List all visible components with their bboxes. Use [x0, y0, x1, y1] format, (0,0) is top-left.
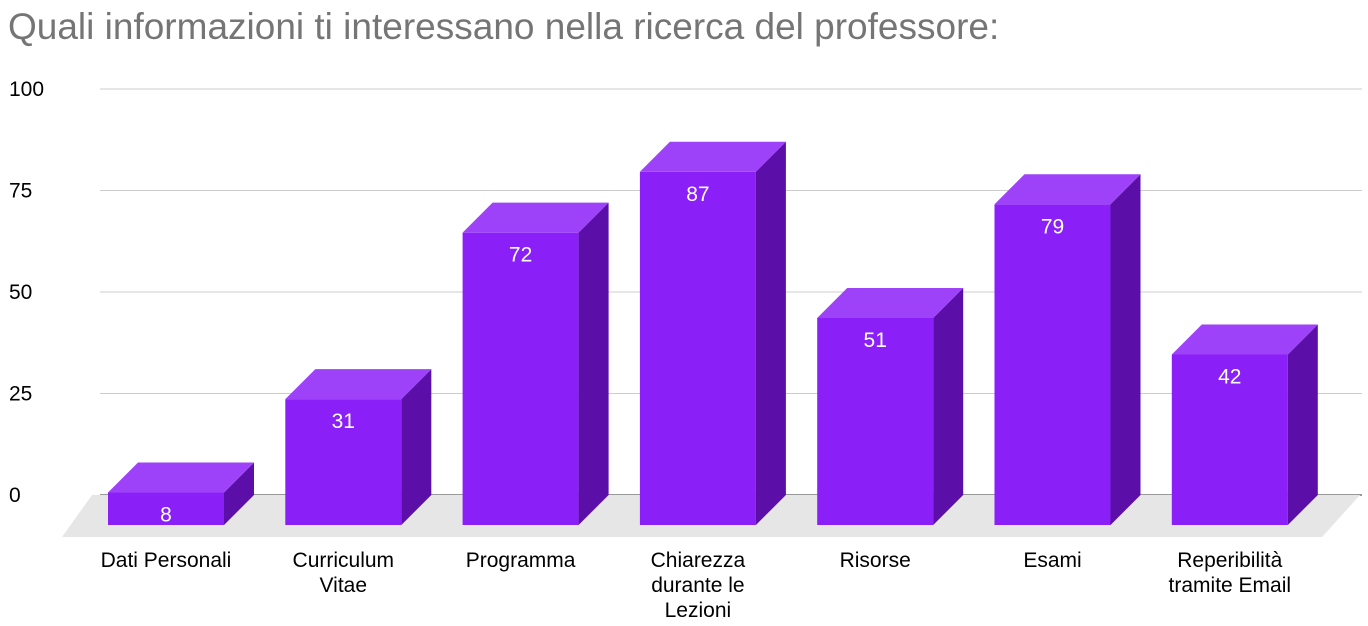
- bar-top-face: [108, 462, 254, 493]
- y-tick-label: 75: [9, 180, 32, 203]
- x-tick-label-line: tramite Email: [1169, 574, 1292, 597]
- bar: [285, 369, 432, 525]
- bar-side-face: [401, 369, 432, 525]
- bar: [108, 462, 254, 525]
- data-label: 79: [1041, 215, 1064, 238]
- bar-front-face: [994, 204, 1111, 525]
- x-tick-label-line: Curriculum: [293, 549, 395, 572]
- x-tick-label: Reperibilità tramite Email: [1169, 549, 1292, 597]
- x-tick-label: Esami: [1023, 549, 1081, 572]
- bar: [1171, 324, 1318, 525]
- bar-front-face: [285, 399, 402, 525]
- x-tick-label: Risorse: [840, 549, 911, 572]
- bar-front-face: [108, 492, 224, 525]
- x-tick-label: Chiarezza durante le Lezioni: [651, 549, 746, 622]
- bar: [639, 141, 786, 525]
- x-tick-label-line: Risorse: [840, 549, 911, 572]
- x-tick-label-line: Lezioni: [665, 599, 732, 622]
- bar-top-face: [285, 369, 432, 400]
- y-axis: 0 25 50 75 100: [9, 78, 44, 507]
- bar-front-face: [639, 171, 756, 525]
- bar-side-face: [1287, 324, 1318, 525]
- bar-top-face: [1171, 324, 1318, 355]
- x-tick-label-line: durante le: [651, 574, 744, 597]
- x-tick-label-line: Esami: [1023, 549, 1081, 572]
- data-label: 72: [509, 244, 532, 267]
- bar-top-face: [462, 202, 609, 233]
- data-labels: 8 31 72 87 51 79 42: [160, 183, 1241, 527]
- x-tick-label-line: Chiarezza: [651, 549, 746, 572]
- x-tick-label: Curriculum Vitae: [293, 549, 395, 597]
- bar-front-face: [462, 232, 579, 525]
- x-tick-label-line: Reperibilità: [1177, 549, 1282, 572]
- bar-side-face: [933, 287, 964, 525]
- bar-top-face: [639, 141, 786, 172]
- data-label: 87: [686, 183, 709, 206]
- bar-side-face: [755, 141, 786, 525]
- bar-top-face: [994, 174, 1141, 205]
- x-tick-label: Programma: [466, 549, 576, 572]
- bar: [817, 287, 964, 525]
- y-tick-label: 0: [9, 484, 21, 507]
- bar-side-face: [1110, 174, 1141, 525]
- bar-front-face: [1171, 354, 1288, 525]
- x-tick-label-line: Dati Personali: [101, 549, 232, 572]
- x-tick-label: Dati Personali: [101, 549, 232, 572]
- bar-front-face: [817, 317, 934, 525]
- y-tick-label: 25: [9, 383, 32, 406]
- chart-title: Quali informazioni ti interessano nella …: [8, 6, 1000, 47]
- y-tick-label: 100: [9, 78, 44, 101]
- x-tick-label-line: Vitae: [320, 574, 368, 597]
- bar-side-face: [224, 462, 254, 525]
- bar-side-face: [578, 202, 609, 525]
- bar-top-face: [817, 287, 964, 318]
- x-axis: Dati Personali Curriculum Vitae Programma Ch…: [101, 549, 1291, 622]
- bar: [994, 174, 1141, 525]
- data-label: 31: [332, 410, 355, 433]
- x-tick-label-line: Programma: [466, 549, 576, 572]
- bars: [108, 141, 1318, 525]
- data-label: 8: [160, 504, 172, 527]
- y-tick-label: 50: [9, 281, 32, 304]
- bar: [462, 202, 609, 525]
- data-label: 42: [1218, 365, 1241, 388]
- data-label: 51: [864, 329, 887, 352]
